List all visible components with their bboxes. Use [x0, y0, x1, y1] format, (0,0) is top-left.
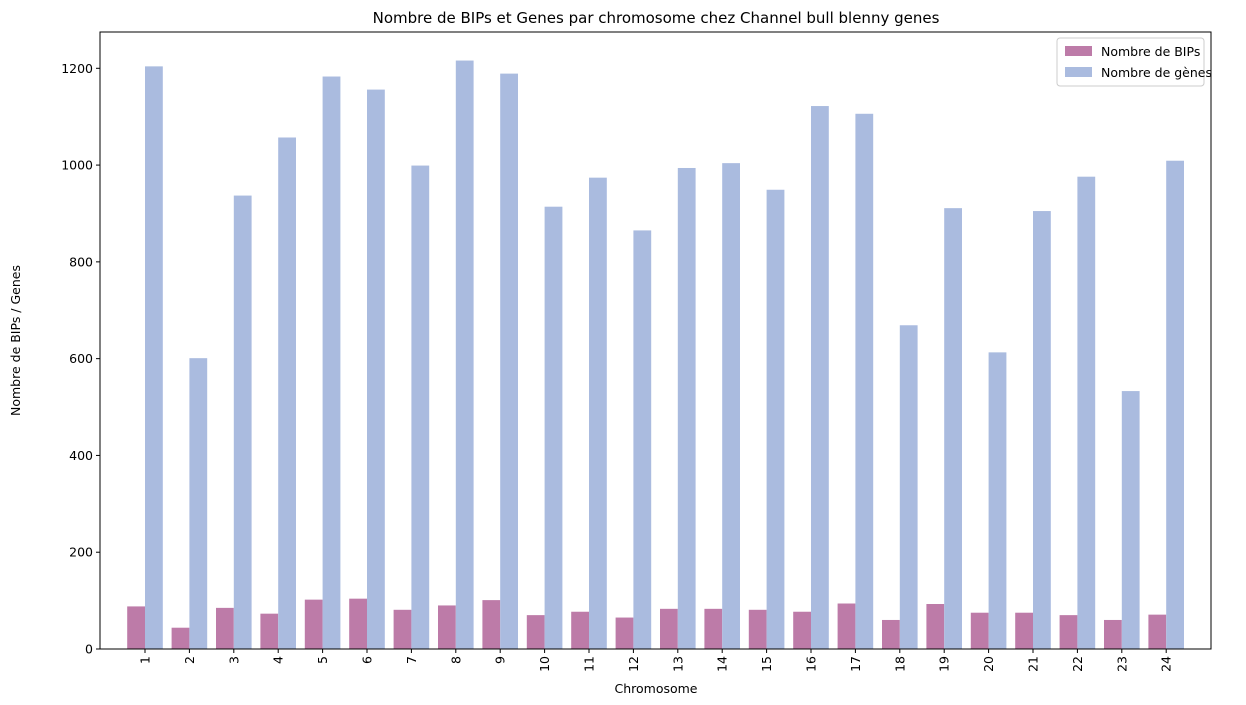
bar-genes-4 — [278, 137, 296, 650]
x-tick-label: 19 — [937, 656, 952, 672]
bar-genes-24 — [1166, 160, 1184, 649]
x-tick-label: 16 — [804, 656, 819, 672]
bar-bips-23 — [1104, 619, 1122, 649]
bar-genes-6 — [367, 89, 385, 650]
legend-box — [1056, 37, 1205, 87]
x-tick-label: 22 — [1070, 656, 1085, 672]
bar-bips-13 — [660, 608, 678, 649]
bar-bips-1 — [127, 606, 145, 649]
bar-bips-21 — [1015, 612, 1033, 649]
bar-genes-18 — [899, 325, 918, 649]
bar-bips-12 — [615, 617, 634, 649]
x-tick-label: 13 — [670, 656, 685, 672]
x-tick-label: 14 — [715, 656, 730, 672]
bar-genes-13 — [677, 167, 696, 650]
bar-bips-8 — [438, 605, 456, 649]
x-tick-label: 7 — [404, 656, 419, 664]
bar-bips-15 — [748, 609, 767, 649]
x-tick-label: 17 — [848, 656, 863, 672]
x-tick-label: 15 — [759, 656, 774, 672]
y-axis-ticks: 0 200 400 600 800 1000 1200 — [61, 61, 100, 657]
x-tick-label: 18 — [892, 656, 907, 672]
bar-genes-3 — [233, 195, 252, 649]
bar-genes-17 — [855, 113, 874, 649]
bar-bips-16 — [793, 611, 811, 649]
bar-genes-5 — [322, 76, 341, 649]
y-axis-label: Nombre de BIPs / Genes — [8, 265, 23, 416]
x-tick-label: 20 — [981, 656, 996, 672]
legend-swatch — [1065, 46, 1092, 56]
chart-title: Nombre de BIPs et Genes par chromosome c… — [373, 9, 940, 27]
bar-genes-19 — [944, 208, 962, 649]
x-tick-label: 1 — [138, 656, 153, 664]
legend: Nombre de BIPs Nombre de gènes — [1056, 37, 1212, 87]
y-tick-label: 0 — [85, 642, 93, 657]
bar-genes-2 — [189, 358, 208, 649]
y-tick-label: 600 — [69, 351, 93, 366]
bar-bips-4 — [260, 613, 279, 649]
bar-bips-11 — [571, 611, 589, 649]
bar-genes-8 — [455, 60, 474, 650]
x-tick-label: 10 — [537, 656, 552, 672]
bar-genes-23 — [1121, 391, 1140, 649]
y-tick-label: 200 — [69, 545, 93, 560]
x-tick-label: 12 — [626, 656, 641, 672]
bar-bips-20 — [970, 612, 989, 649]
bar-genes-7 — [411, 165, 430, 649]
bar-genes-21 — [1033, 211, 1051, 650]
x-tick-label: 24 — [1159, 656, 1174, 672]
x-tick-label: 3 — [226, 656, 241, 664]
bar-genes-14 — [722, 163, 740, 649]
x-tick-label: 5 — [315, 656, 330, 664]
bar-bips-24 — [1148, 614, 1167, 649]
x-tick-label: 9 — [493, 656, 508, 664]
bar-genes-20 — [988, 352, 1007, 649]
bar-genes-12 — [633, 230, 652, 649]
bar-genes-11 — [589, 177, 607, 649]
legend-swatch — [1065, 67, 1092, 77]
bar-bips-18 — [882, 619, 900, 649]
y-tick-label: 1200 — [61, 61, 93, 76]
y-tick-label: 1000 — [61, 158, 93, 173]
plot-area — [127, 60, 1184, 650]
bar-bips-22 — [1059, 615, 1078, 649]
bar-bips-9 — [482, 600, 501, 649]
legend-label: Nombre de BIPs — [1101, 44, 1200, 59]
bar-genes-16 — [811, 106, 829, 650]
x-tick-label: 6 — [360, 656, 375, 664]
x-tick-label: 21 — [1026, 656, 1041, 672]
bar-genes-10 — [544, 206, 563, 649]
bar-bips-3 — [216, 607, 234, 649]
bar-bips-14 — [704, 608, 723, 649]
bar-bips-2 — [171, 627, 190, 649]
bar-genes-15 — [766, 189, 785, 649]
x-axis-ticks: 1 2 3 4 5 6 7 8 9 10 11 12 13 14 15 16 17 18 19 20 21 22 23 24 — [138, 649, 1174, 672]
y-tick-label: 400 — [69, 448, 93, 463]
bar-genes-22 — [1077, 176, 1096, 649]
x-tick-label: 4 — [271, 656, 286, 664]
legend-label: Nombre de gènes — [1101, 65, 1212, 80]
x-tick-label: 8 — [448, 656, 463, 664]
bar-bips-5 — [304, 599, 323, 649]
bar-bips-17 — [837, 603, 856, 649]
bar-genes-9 — [500, 73, 518, 650]
x-tick-label: 2 — [182, 656, 197, 664]
y-tick-label: 800 — [69, 254, 93, 269]
bar-bips-6 — [349, 598, 367, 649]
bar-bips-10 — [526, 615, 545, 649]
bar-bips-19 — [926, 604, 945, 649]
x-tick-label: 11 — [582, 656, 597, 672]
x-tick-label: 23 — [1114, 656, 1129, 672]
bar-bips-7 — [393, 609, 412, 649]
plot-frame — [99, 31, 1212, 650]
bar-genes-1 — [145, 66, 163, 650]
x-axis-label: Chromosome — [614, 681, 697, 696]
